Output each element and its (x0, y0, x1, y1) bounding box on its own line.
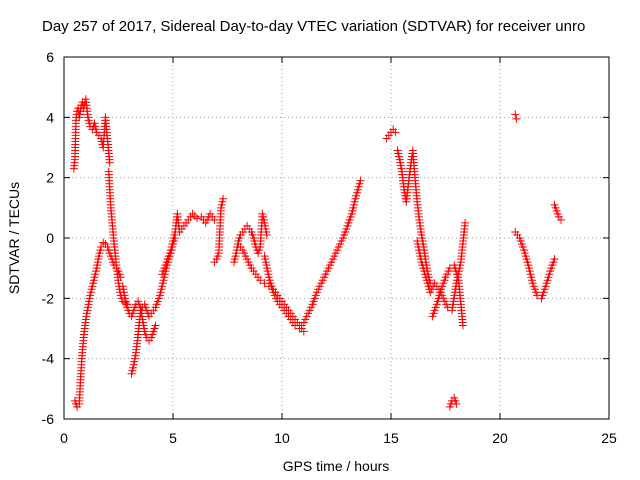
data-point (105, 158, 114, 167)
x-tick-label: 10 (274, 430, 290, 446)
x-tick-label: 5 (169, 430, 177, 446)
data-point (461, 218, 470, 227)
y-tick-label: 4 (46, 109, 54, 125)
x-tick-label: 0 (60, 430, 68, 446)
data-point (512, 114, 521, 123)
data-point (557, 215, 566, 224)
x-tick-label: 20 (492, 430, 508, 446)
x-tick-labels: 0 5 10 15 20 25 (60, 430, 617, 446)
y-tick-label: -2 (42, 290, 55, 306)
data-point (452, 399, 461, 408)
y-axis-label: SDTVAR / TECUs (6, 182, 22, 294)
data-point (116, 273, 125, 282)
x-tick-label: 25 (601, 430, 617, 446)
y-tick-label: 2 (46, 170, 54, 186)
data-point (458, 321, 467, 330)
data-point (511, 110, 520, 119)
data-point (550, 255, 559, 264)
data-point (391, 128, 400, 137)
y-tick-label: 6 (46, 49, 54, 65)
data-point (219, 194, 228, 203)
data-point (192, 214, 201, 223)
x-tick-label: 15 (383, 430, 399, 446)
x-axis-label: GPS time / hours (283, 458, 390, 474)
data-point (299, 327, 308, 336)
plot-frame (63, 56, 610, 420)
y-tick-label: 0 (46, 230, 54, 246)
data-point (151, 321, 160, 330)
data-point (256, 276, 265, 285)
y-tick-labels: -6 -4 -2 0 2 4 6 (42, 49, 55, 427)
data-point (356, 176, 365, 185)
chart-title: Day 257 of 2017, Sidereal Day-to-day VTE… (42, 18, 585, 35)
grid (64, 57, 609, 419)
data-points (69, 95, 566, 411)
y-tick-label: -6 (42, 411, 55, 427)
data-point (262, 230, 271, 239)
y-tick-label: -4 (42, 351, 55, 367)
